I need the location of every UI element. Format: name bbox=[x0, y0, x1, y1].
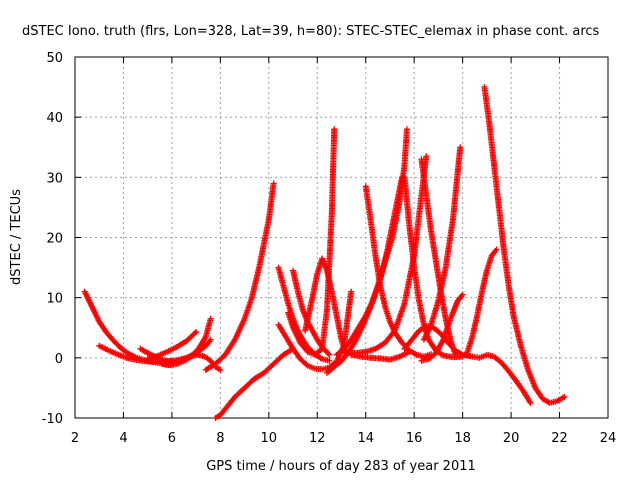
data-point bbox=[452, 351, 459, 358]
x-tick-label: 2 bbox=[71, 431, 79, 446]
series-arc bbox=[481, 84, 568, 406]
y-tick-label: 10 bbox=[46, 292, 63, 307]
x-tick-label: 10 bbox=[261, 431, 278, 446]
series-arc bbox=[418, 291, 466, 364]
data-marks bbox=[81, 84, 568, 421]
y-axis-label: dSTEC / TECUs bbox=[9, 189, 24, 285]
x-tick-label: 16 bbox=[406, 431, 423, 446]
data-point bbox=[207, 336, 214, 343]
series-arc bbox=[144, 328, 200, 363]
y-tick-label: 20 bbox=[46, 232, 63, 247]
x-axis-label: GPS time / hours of day 283 of year 2011 bbox=[206, 459, 476, 474]
data-point bbox=[331, 126, 338, 133]
data-point bbox=[493, 246, 500, 253]
series-arc bbox=[275, 264, 333, 364]
y-tick-label: 40 bbox=[46, 111, 63, 126]
data-point bbox=[423, 153, 430, 160]
data-point bbox=[270, 180, 277, 187]
data-point bbox=[326, 351, 333, 358]
data-point bbox=[326, 357, 333, 364]
data-point bbox=[348, 288, 355, 295]
x-tick-label: 24 bbox=[600, 431, 617, 446]
series-arc bbox=[290, 267, 333, 358]
x-tick-label: 22 bbox=[551, 431, 568, 446]
x-tick-label: 14 bbox=[357, 431, 374, 446]
data-point bbox=[457, 144, 464, 151]
chart-title: dSTEC Iono. truth (flrs, Lon=328, Lat=39… bbox=[22, 24, 600, 39]
series-arc bbox=[333, 174, 406, 358]
data-point bbox=[191, 330, 198, 337]
y-tick-label: 50 bbox=[46, 51, 63, 66]
data-point bbox=[303, 361, 310, 368]
series-arc bbox=[212, 345, 297, 421]
data-point bbox=[527, 399, 534, 406]
y-tick-label: -10 bbox=[42, 412, 63, 427]
x-tick-label: 4 bbox=[119, 431, 127, 446]
x-tick-label: 6 bbox=[168, 431, 176, 446]
series-arc bbox=[420, 144, 464, 343]
x-tick-label: 18 bbox=[454, 431, 471, 446]
series-arc bbox=[285, 126, 338, 358]
x-tick-label: 20 bbox=[503, 431, 520, 446]
series-arc bbox=[348, 348, 413, 363]
data-point bbox=[406, 348, 413, 355]
data-point bbox=[193, 328, 200, 335]
y-tick-label: 0 bbox=[55, 352, 63, 367]
data-point bbox=[459, 291, 466, 298]
series-arc bbox=[302, 255, 350, 358]
x-tick-label: 8 bbox=[216, 431, 224, 446]
data-point bbox=[217, 366, 224, 373]
data-point bbox=[403, 126, 410, 133]
data-point bbox=[207, 315, 214, 322]
data-point bbox=[561, 393, 568, 400]
series-arc bbox=[202, 180, 277, 373]
data-point bbox=[325, 350, 332, 357]
x-tick-label: 12 bbox=[309, 431, 326, 446]
y-tick-label: 30 bbox=[46, 171, 63, 186]
series-arc bbox=[464, 246, 500, 355]
